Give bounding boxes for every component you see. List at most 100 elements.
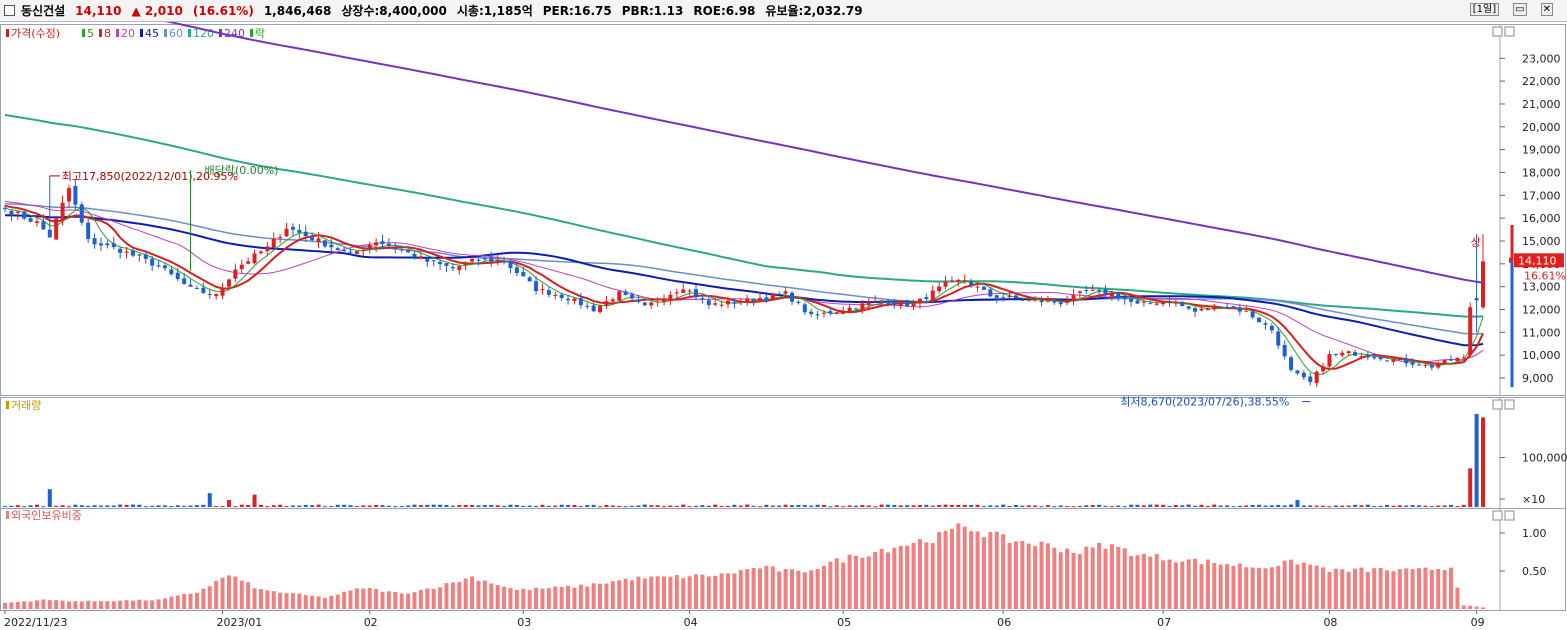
volume-bar [361,505,365,507]
volume-bar [771,506,775,507]
volume-bar [342,505,346,507]
candlestick [1263,321,1267,330]
candle-body [752,299,756,302]
candle-body [227,279,231,286]
foreign-ratio-bar [1257,568,1261,609]
candle-body [886,300,890,303]
candle-body [1104,289,1108,294]
volume-bar [1315,506,1319,507]
period-button[interactable]: [1일] [1470,3,1499,16]
volume-bar [125,505,129,507]
volume-bar [1481,417,1485,507]
price-tick-label: 18,000 [1522,166,1561,179]
foreign-ratio-bar [35,600,39,609]
foreign-ratio-bar [201,589,205,609]
candlestick [444,263,448,272]
foreign-ratio-bar [1206,560,1210,609]
candlestick [598,305,602,314]
candle-body [1174,302,1178,303]
candle-body [489,257,493,262]
candle-body [54,219,58,240]
volume-bar [585,505,589,507]
foreign-tick-label: 0.50 [1522,565,1547,578]
volume-bar [547,506,551,507]
foreign-ratio-bar [41,599,45,609]
candle-body [444,263,448,266]
candlestick [393,243,397,253]
volume-bar [1302,505,1306,507]
candle-body [892,303,896,305]
select-checkbox[interactable] [4,5,15,16]
candlestick [540,284,544,295]
foreign-ratio-bar [476,581,480,609]
price-tick-label: 16,000 [1522,212,1561,225]
candle-body [1289,357,1293,370]
volume-bar [899,505,903,507]
foreign-ratio-bar [758,568,762,609]
close-icon[interactable]: ✕ [1541,3,1553,16]
volume-bar [29,505,33,507]
panel-close-icon [1505,400,1514,409]
foreign-ratio-bar [432,589,436,609]
foreign-ratio-bar [1008,543,1012,609]
volume-bar [560,505,564,507]
candle-body [361,250,365,251]
volume-bar [745,505,749,507]
volume-bar [1340,506,1344,507]
volume-bar [425,505,429,507]
candlestick [1327,351,1331,368]
candle-body [1251,312,1255,318]
candle-body [118,249,122,253]
foreign-ratio-bar [502,587,506,609]
foreign-ratio-bar [1340,569,1344,609]
legend-label: 5 [87,27,94,40]
reserve-ratio: 유보율:2,032.79 [765,2,862,19]
candle-body [572,298,576,301]
foreign-ratio-bar [1084,547,1088,609]
foreign-ratio-bar [880,549,884,609]
volume-bar [1455,506,1459,507]
candlestick [93,234,97,249]
volume-bar [1366,505,1370,507]
candle-body [982,287,986,290]
candle-body [771,294,775,299]
volume-bar [1283,505,1287,507]
volume-bar [201,505,205,507]
volume-bar [835,505,839,507]
volume-bar [1167,506,1171,507]
volume-bar [931,506,935,507]
candle-body [1193,308,1197,312]
foreign-ratio-bar [585,587,589,609]
market-cap: 시총:1,185억 [457,2,533,19]
foreign-ratio-bar [937,532,941,609]
volume-bar [1148,505,1152,507]
x-tick-label: 02 [364,616,378,629]
maximize-icon[interactable]: ▭ [1513,3,1526,16]
volume-bar [297,506,301,507]
candlestick [1468,303,1472,358]
volume-bar [508,505,512,507]
listed-shares: 상장수:8,400,000 [341,2,446,19]
foreign-ratio-bar [1212,563,1216,609]
limit-up-mark: 상 [1471,236,1481,249]
foreign-ratio-bar [1411,569,1415,609]
volume-bar [534,506,538,507]
volume-bar [1129,505,1133,507]
volume-bar [1411,505,1415,507]
candle-body [329,245,333,248]
pbr-value: PBR:1.13 [622,4,684,18]
candle-body [233,270,237,279]
candle-body [48,230,52,238]
volume-bar [1379,506,1383,507]
volume-bar [1475,414,1479,507]
candlestick [214,293,218,299]
foreign-ratio-bar [1436,569,1440,609]
volume-bar [278,505,282,507]
candlestick [944,276,948,290]
foreign-ratio-bar [1302,563,1306,609]
candlestick [336,247,340,250]
candle-body [221,288,225,296]
foreign-ratio-bar [553,586,557,609]
volume-bar [662,506,666,507]
candle-body [1052,301,1056,302]
